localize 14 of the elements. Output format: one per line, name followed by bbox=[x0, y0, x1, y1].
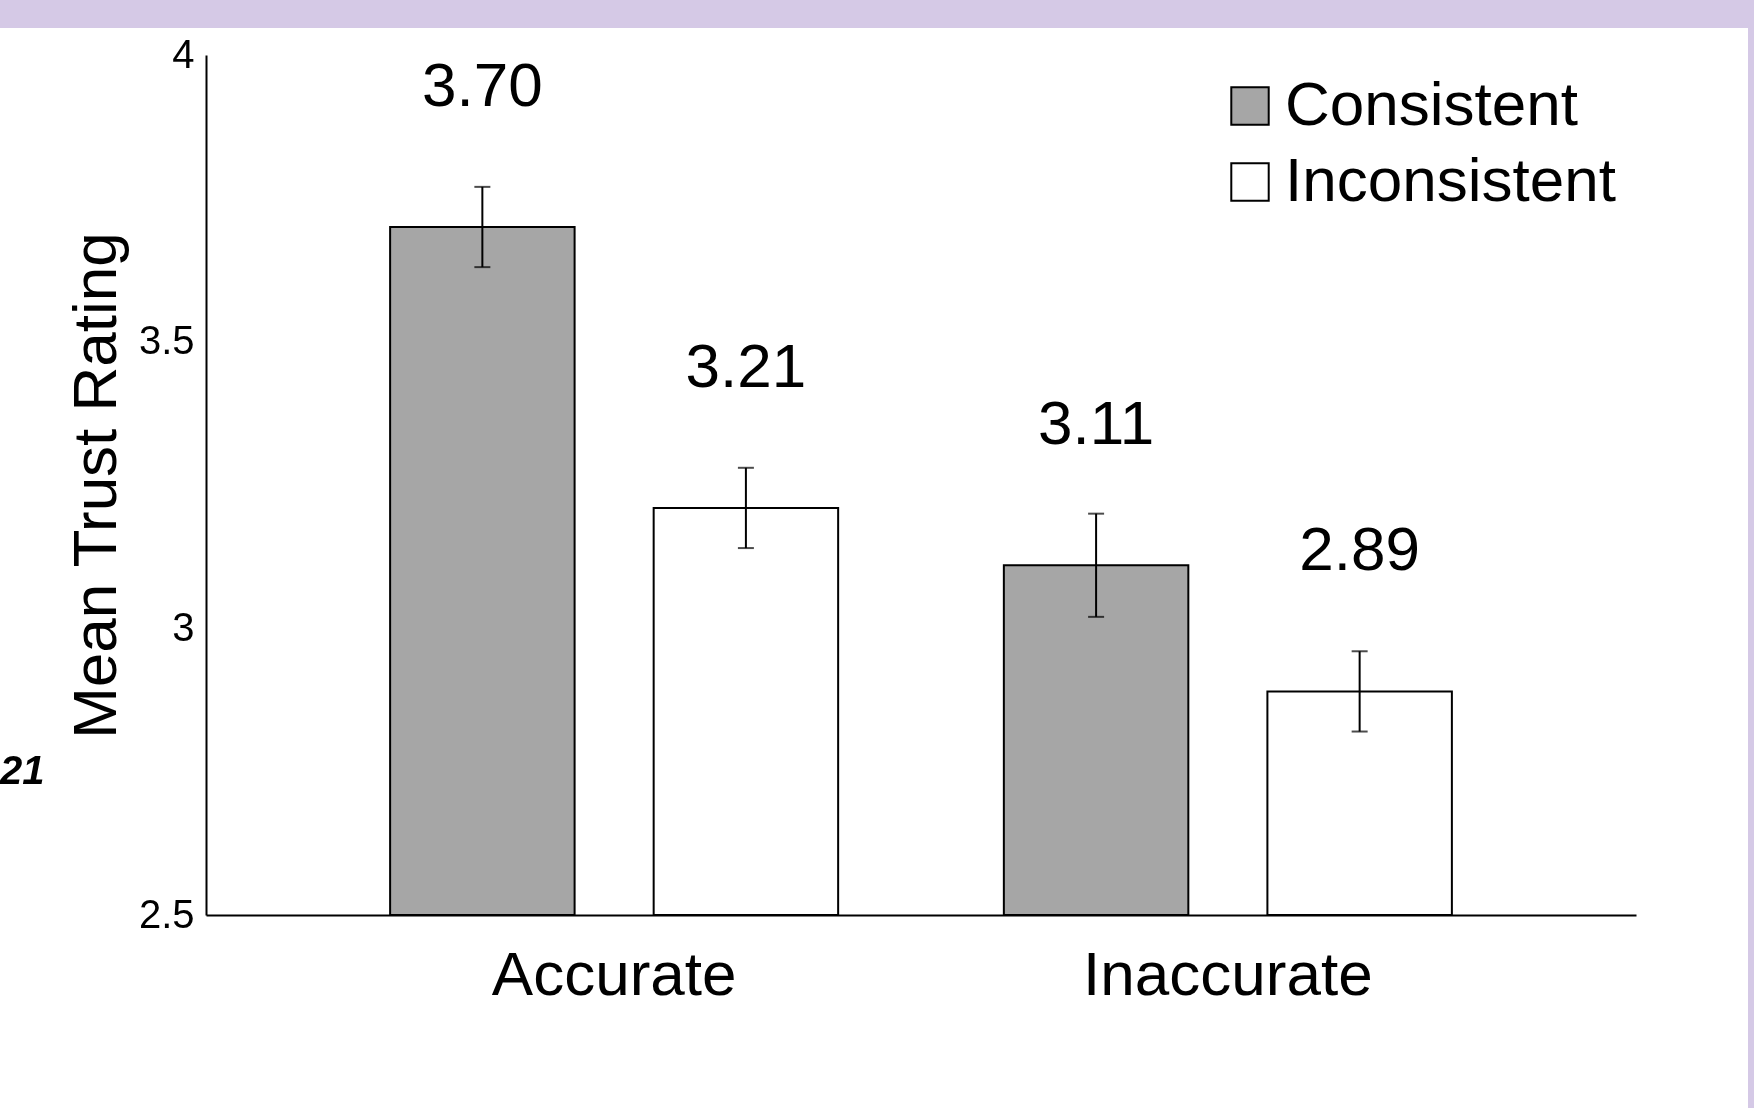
data-label: 3.11 bbox=[1038, 388, 1155, 458]
legend-label: Inconsistent bbox=[1285, 145, 1616, 214]
data-label: 3.21 bbox=[685, 330, 807, 400]
text: 21 bbox=[0, 748, 45, 793]
x-tick-label: Accurate bbox=[491, 938, 737, 1008]
y-axis-title: Mean Trust Rating bbox=[59, 232, 129, 739]
data-label: 2.89 bbox=[1299, 514, 1420, 584]
data-label: 3.70 bbox=[422, 50, 543, 119]
legend-label: Consistent bbox=[1285, 69, 1578, 138]
y-tick-label: 3 bbox=[172, 604, 195, 649]
x-tick-label: Inaccurate bbox=[1083, 938, 1373, 1008]
y-tick-label: 4 bbox=[172, 31, 195, 76]
y-tick-label: 2.5 bbox=[138, 891, 195, 936]
y-tick-label: 3.5 bbox=[138, 318, 195, 363]
